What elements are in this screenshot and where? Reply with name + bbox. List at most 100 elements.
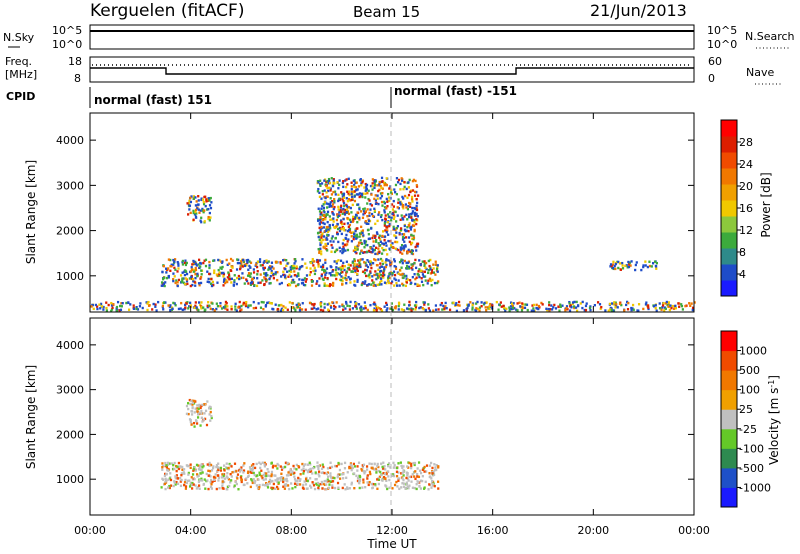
echo-cell [193,306,196,310]
echo-cell [354,267,357,270]
echo-cell [294,260,297,263]
echo-cell [177,278,181,282]
echo-cell [317,470,321,473]
echo-cell [318,475,321,478]
echo-cell [614,306,617,309]
echo-cell [221,480,224,483]
echo-cell [331,270,334,273]
echo-cell [365,269,368,272]
echo-cell [319,230,322,234]
echo-cell [369,202,372,206]
echo-cell [397,301,401,305]
echo-cell [346,240,349,243]
echo-cell [374,222,377,226]
echo-cell [299,478,302,481]
echo-cell [322,465,325,469]
echo-cell [346,267,350,270]
echo-cell [319,301,322,305]
echo-cell [271,466,275,469]
echo-cell [405,471,408,474]
echo-cell [353,183,356,187]
echo-cell [364,182,367,186]
echo-cell [614,262,617,266]
echo-cell [209,277,212,281]
echo-cell [200,412,203,415]
echo-cell [422,301,425,304]
echo-cell [347,212,351,216]
echo-cell [317,307,320,310]
echo-cell [357,241,361,244]
echo-cell [335,262,338,265]
echo-cell [161,284,164,287]
echo-cell [204,204,207,208]
echo-cell [423,303,426,306]
echo-cell [338,211,341,214]
echo-cell [302,464,305,468]
colorbar-swatch [721,152,737,169]
echo-cell [366,283,369,287]
echo-cell [284,274,287,277]
echo-cell [388,187,391,190]
echo-cell [384,220,387,223]
echo-cell [227,478,230,481]
echo-cell [374,199,377,202]
echo-cell [299,472,302,476]
echo-cell [344,307,347,310]
echo-cell [395,220,398,223]
cpid-segment-1: normal (fast) 151 [94,93,212,107]
echo-cell [248,260,251,263]
echo-cell [384,472,387,476]
echo-cell [423,260,426,263]
echo-cell [367,233,370,236]
echo-cell [405,277,408,280]
echo-cell [339,266,342,269]
echo-cell [190,476,193,479]
echo-cell [272,482,275,486]
echo-cell [169,258,172,262]
echo-cell [281,466,284,469]
echo-cell [613,264,616,268]
echo-cell [373,462,376,466]
echo-cell [397,201,400,204]
echo-cell [331,484,334,487]
echo-cell [366,243,369,247]
echo-cell [378,183,381,187]
echo-cell [187,407,190,411]
echo-cell [384,484,387,487]
echo-cell [395,474,399,478]
echo-cell [491,304,494,307]
echo-cell [309,470,312,473]
echo-cell [349,281,352,284]
echo-cell [377,213,380,216]
echo-cell [168,486,171,490]
echo-cell [278,282,281,286]
echo-cell [357,185,361,188]
echo-cell [265,259,268,262]
echo-cell [319,308,322,312]
echo-cell [342,477,345,480]
echo-cell [554,307,558,310]
echo-cell [333,274,337,277]
echo-cell [609,308,612,311]
echo-cell [431,466,434,470]
echo-cell [179,484,183,488]
echo-cell [373,307,376,310]
echo-cell [365,188,369,191]
echo-cell [374,270,377,273]
echo-cell [177,264,180,267]
echo-cell [197,208,200,211]
echo-cell [325,244,328,248]
echo-cell [198,466,201,469]
echo-cell [344,179,347,182]
echo-cell [383,181,386,184]
echo-cell [316,461,319,464]
echo-cell [247,268,250,271]
echo-cell [176,477,179,480]
echo-cell [195,487,198,490]
echo-cell [634,268,637,272]
echo-cell [335,464,338,468]
echo-cell [276,307,279,311]
echo-cell [525,303,529,306]
echo-cell [285,479,288,482]
echo-cell [553,303,556,307]
